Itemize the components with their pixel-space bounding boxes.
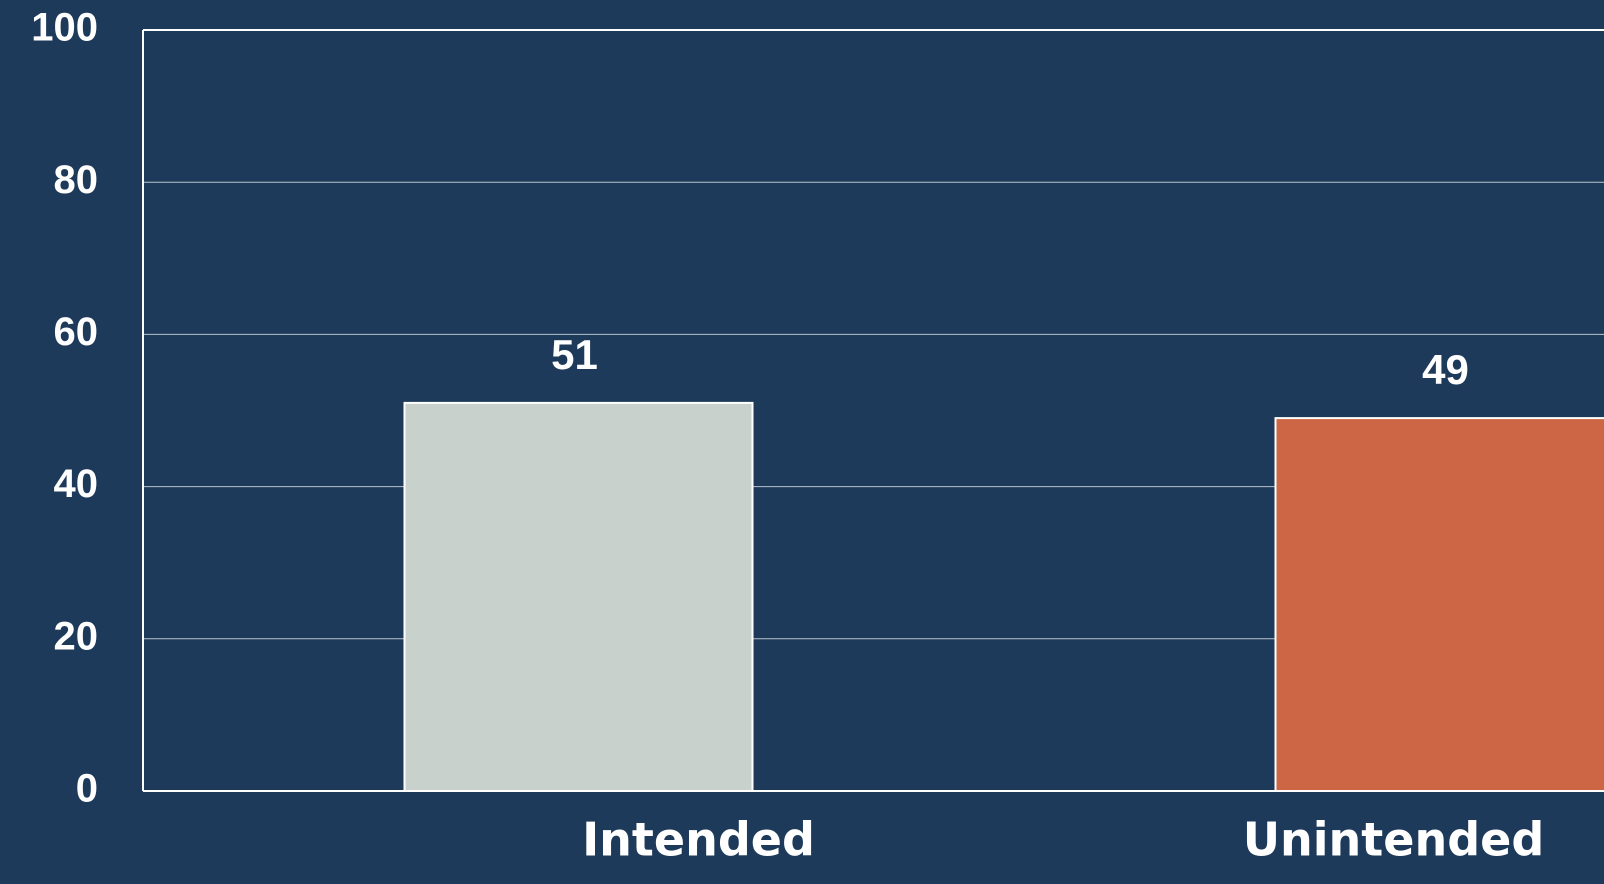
bar xyxy=(1274,417,1604,792)
x-tick-label: Intended xyxy=(582,813,815,867)
y-tick-label: 40 xyxy=(54,462,99,506)
y-tick-label: 20 xyxy=(54,614,99,658)
y-tick-label: 0 xyxy=(76,767,98,811)
bar xyxy=(403,401,754,792)
y-tick-label: 60 xyxy=(54,310,99,354)
data-label: 49 xyxy=(1422,346,1469,393)
x-tick-label: Unintended xyxy=(1243,813,1545,867)
y-tick-label: 100 xyxy=(31,6,98,50)
y-tick-label: 80 xyxy=(54,158,99,202)
data-label: 51 xyxy=(551,331,598,378)
